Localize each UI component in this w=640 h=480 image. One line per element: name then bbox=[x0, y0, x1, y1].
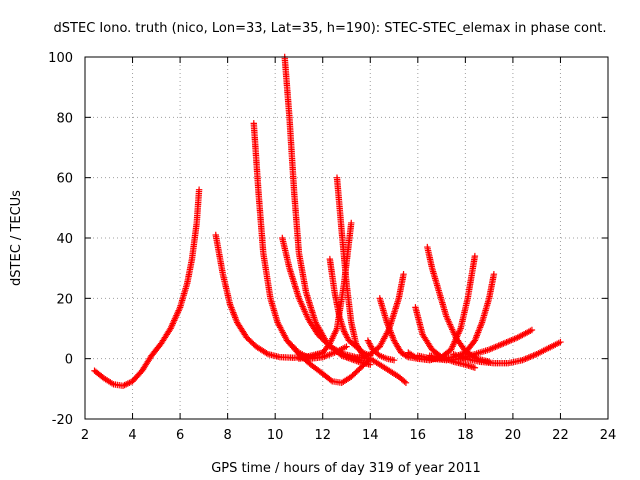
data-point bbox=[327, 377, 335, 384]
y-tick-label: 20 bbox=[56, 292, 73, 307]
data-point bbox=[471, 252, 479, 260]
y-tick-label: 0 bbox=[65, 353, 73, 368]
x-tick-label: 12 bbox=[314, 428, 331, 443]
data-point bbox=[367, 361, 374, 368]
data-series bbox=[333, 174, 367, 359]
data-series bbox=[250, 120, 350, 362]
x-tick-label: 2 bbox=[81, 428, 89, 443]
y-tick-label: 80 bbox=[56, 111, 73, 126]
x-tick-label: 20 bbox=[505, 428, 522, 443]
y-tick-label: 40 bbox=[56, 232, 73, 247]
data-point bbox=[195, 186, 203, 193]
data-series bbox=[281, 53, 374, 368]
x-tick-label: 14 bbox=[362, 428, 379, 443]
y-tick-label: -20 bbox=[52, 413, 73, 428]
data-point bbox=[557, 338, 564, 346]
y-tick-label: 60 bbox=[56, 172, 73, 187]
data-point bbox=[400, 271, 407, 278]
data-point bbox=[390, 356, 398, 364]
y-tick-label: 100 bbox=[48, 51, 73, 66]
data-series bbox=[364, 337, 398, 364]
data-point bbox=[402, 379, 410, 386]
data-point bbox=[263, 349, 270, 357]
x-tick-label: 22 bbox=[552, 428, 569, 443]
data-points bbox=[91, 53, 564, 390]
data-series bbox=[283, 337, 410, 386]
x-tick-label: 4 bbox=[128, 428, 136, 443]
data-point bbox=[348, 219, 355, 227]
x-tick-label: 6 bbox=[176, 428, 184, 443]
data-point bbox=[528, 326, 536, 334]
x-tick-label: 10 bbox=[267, 428, 284, 443]
y-axis-label: dSTEC / TECUs bbox=[9, 190, 24, 286]
data-series bbox=[424, 243, 493, 365]
data-point bbox=[471, 364, 479, 371]
data-series bbox=[91, 186, 203, 390]
data-point bbox=[490, 271, 498, 278]
chart-title: dSTEC Iono. truth (nico, Lon=33, Lat=35,… bbox=[54, 21, 607, 36]
x-axis-label: GPS time / hours of day 319 of year 2011 bbox=[211, 461, 481, 476]
x-tick-label: 24 bbox=[600, 428, 617, 443]
plot-frame bbox=[84, 56, 609, 420]
data-series bbox=[414, 326, 536, 364]
x-tick-label: 16 bbox=[410, 428, 427, 443]
x-tick-label: 18 bbox=[457, 428, 474, 443]
data-point bbox=[401, 378, 408, 385]
x-tick-label: 8 bbox=[223, 428, 231, 443]
grid bbox=[85, 57, 608, 419]
data-series bbox=[450, 338, 564, 367]
data-point bbox=[375, 351, 382, 358]
data-point bbox=[343, 343, 350, 350]
